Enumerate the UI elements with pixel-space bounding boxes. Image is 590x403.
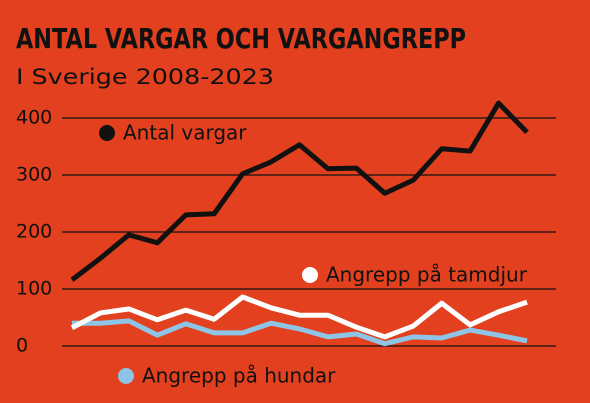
chart-title: ANTAL VARGAR OCH VARGANGREPP: [16, 22, 466, 55]
legend-marker: [99, 125, 115, 141]
y-tick-label: 100: [16, 278, 52, 300]
legend-marker: [302, 267, 318, 283]
series-line: [72, 318, 528, 347]
y-tick-label: 200: [16, 221, 52, 243]
legend-label: Angrepp på hundar: [142, 364, 336, 388]
series-line: [70, 100, 529, 282]
y-tick-label: 0: [16, 335, 28, 357]
y-tick-label: 400: [16, 107, 52, 129]
y-tick-label: 300: [16, 164, 52, 186]
legend-marker: [118, 368, 134, 384]
series-line: [70, 294, 528, 340]
legend-label: Antal vargar: [123, 121, 247, 145]
legend-label: Angrepp på tamdjur: [326, 263, 528, 287]
chart-subtitle: I Sverige 2008-2023: [16, 65, 274, 89]
